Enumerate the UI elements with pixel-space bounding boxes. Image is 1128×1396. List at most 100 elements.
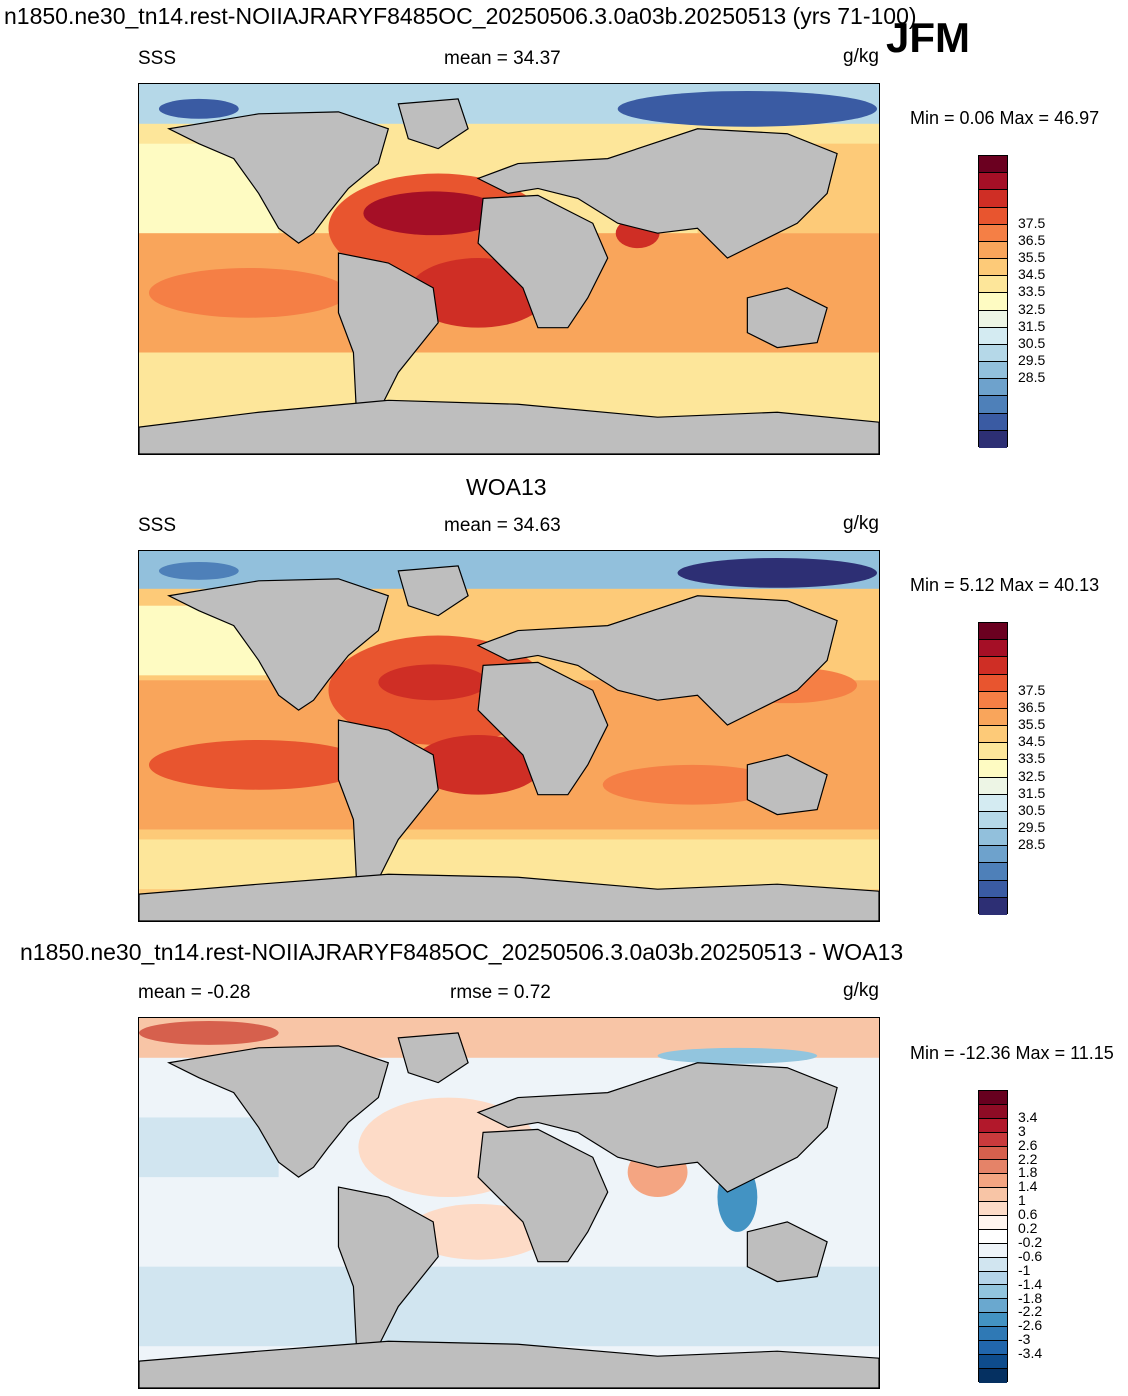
colorbar-tick-label: 31.5 (1018, 317, 1046, 334)
eurasia (476, 128, 838, 259)
panel2-map (138, 550, 880, 922)
colorbar-swatch (979, 1188, 1007, 1203)
beaufort-fresh (158, 98, 239, 119)
panel3-colorbar (978, 1090, 1008, 1383)
colorbar-swatch (979, 1327, 1007, 1342)
colorbar-swatch (979, 207, 1007, 225)
antarctica (139, 1340, 879, 1388)
colorbar-tick-label: 30.5 (1018, 334, 1046, 351)
colorbar-tick-label: 33.5 (1018, 750, 1046, 767)
colorbar-tick-label: 32.5 (1018, 300, 1046, 317)
colorbar-swatch (979, 190, 1007, 208)
colorbar-tick-label: -1 (1018, 1261, 1031, 1278)
colorbar-swatch (979, 1313, 1007, 1328)
colorbar-swatch (979, 413, 1007, 431)
colorbar-tick-label: 36.5 (1018, 231, 1046, 248)
colorbar-tick-label: -2.6 (1018, 1317, 1043, 1334)
eurasia (476, 1062, 838, 1193)
colorbar-swatch (979, 1243, 1007, 1258)
colorbar-tick-label: -3.4 (1018, 1345, 1043, 1362)
colorbar-swatch (979, 1285, 1007, 1300)
colorbar-tick-label: 37.5 (1018, 681, 1046, 698)
colorbar-tick-label: 35.5 (1018, 249, 1046, 266)
south-atlantic-bias (408, 1203, 548, 1260)
siberian-bias (657, 1047, 818, 1064)
panel1-colorbar (978, 155, 1008, 448)
colorbar-swatch (979, 657, 1007, 675)
colorbar-swatch (979, 1257, 1007, 1272)
colorbar-swatch (979, 897, 1007, 915)
colorbar-tick-label: 37.5 (1018, 214, 1046, 231)
south-atlantic-salty (413, 735, 543, 795)
colorbar-swatch (979, 224, 1007, 242)
panel2-title: WOA13 (466, 474, 547, 500)
colorbar-swatch (979, 863, 1007, 881)
colorbar-swatch (979, 1146, 1007, 1161)
land-masses (139, 565, 879, 921)
colorbar-swatch (979, 674, 1007, 692)
season-label: JFM (886, 14, 970, 61)
south-pacific-max (148, 739, 369, 790)
colorbar-swatch (979, 327, 1007, 345)
colorbar-swatch (979, 1091, 1007, 1105)
colorbar-swatch (979, 811, 1007, 830)
colorbar-swatch (979, 379, 1007, 397)
panel3-map-svg (139, 1018, 879, 1388)
australia (746, 1221, 828, 1283)
colorbar-swatch (979, 708, 1007, 727)
colorbar-tick-label: 34.5 (1018, 266, 1046, 283)
panel3-title: n1850.ne30_tn14.rest-NOIIAJRARYF8485OC_2… (20, 939, 904, 965)
colorbar-swatch (979, 726, 1007, 744)
panel3-rmse-label: rmse = 0.72 (450, 982, 551, 1003)
colorbar-swatch (979, 156, 1007, 174)
colorbar-swatch (979, 777, 1007, 795)
colorbar-swatch (979, 1229, 1007, 1244)
colorbar-swatch (979, 241, 1007, 260)
panel1-mean-label: mean = 34.37 (444, 48, 561, 69)
colorbar-tick-label: -2.2 (1018, 1303, 1043, 1320)
colorbar-swatch (979, 794, 1007, 812)
colorbar-swatch (979, 362, 1007, 380)
colorbar-tick-label: 2.2 (1018, 1150, 1038, 1167)
siberian-shelf-fresh (617, 90, 878, 127)
colorbar-tick-label: 34.5 (1018, 733, 1046, 750)
greenland (397, 98, 469, 150)
colorbar-tick-label: -3 (1018, 1331, 1031, 1348)
north-america (167, 1045, 390, 1178)
colorbar-tick-label: 1.8 (1018, 1164, 1038, 1181)
colorbar-swatch (979, 1202, 1007, 1217)
australia (746, 287, 828, 349)
colorbar-tick-label: 0.2 (1018, 1220, 1038, 1237)
south-indian-salty (602, 764, 783, 805)
colorbar-swatch (979, 691, 1007, 709)
antarctica (139, 399, 879, 454)
panel3-units-label: g/kg (843, 980, 879, 1001)
colorbar-tick-label: -1.8 (1018, 1289, 1043, 1306)
colorbar-swatch (979, 640, 1007, 658)
australia (746, 754, 828, 816)
north-atlantic-max (378, 664, 489, 701)
panel3-map (138, 1017, 880, 1389)
colorbar-tick-label: 28.5 (1018, 369, 1046, 386)
colorbar-swatch (979, 743, 1007, 761)
colorbar-swatch (979, 1118, 1007, 1133)
colorbar-tick-label: 1.4 (1018, 1178, 1038, 1195)
southern-ocean-bias (139, 1266, 879, 1347)
colorbar-tick-label: 29.5 (1018, 819, 1046, 836)
colorbar-swatch (979, 1299, 1007, 1314)
colorbar-swatch (979, 1132, 1007, 1147)
colorbar-tick-label: 32.5 (1018, 767, 1046, 784)
colorbar-tick-label: 36.5 (1018, 698, 1046, 715)
colorbar-swatch (979, 1160, 1007, 1175)
colorbar-swatch (979, 276, 1007, 294)
beaufort-fresh (158, 561, 239, 580)
land-masses (139, 1032, 879, 1388)
colorbar-swatch (979, 1271, 1007, 1286)
colorbar-tick-label: 30.5 (1018, 801, 1046, 818)
colorbar-swatch (979, 1354, 1007, 1369)
panel1-minmax-label: Min = 0.06 Max = 46.97 (910, 108, 1100, 128)
colorbar-swatch (979, 310, 1007, 328)
colorbar-tick-label: 33.5 (1018, 283, 1046, 300)
colorbar-swatch (979, 846, 1007, 864)
colorbar-tick-label: 0.6 (1018, 1206, 1038, 1223)
